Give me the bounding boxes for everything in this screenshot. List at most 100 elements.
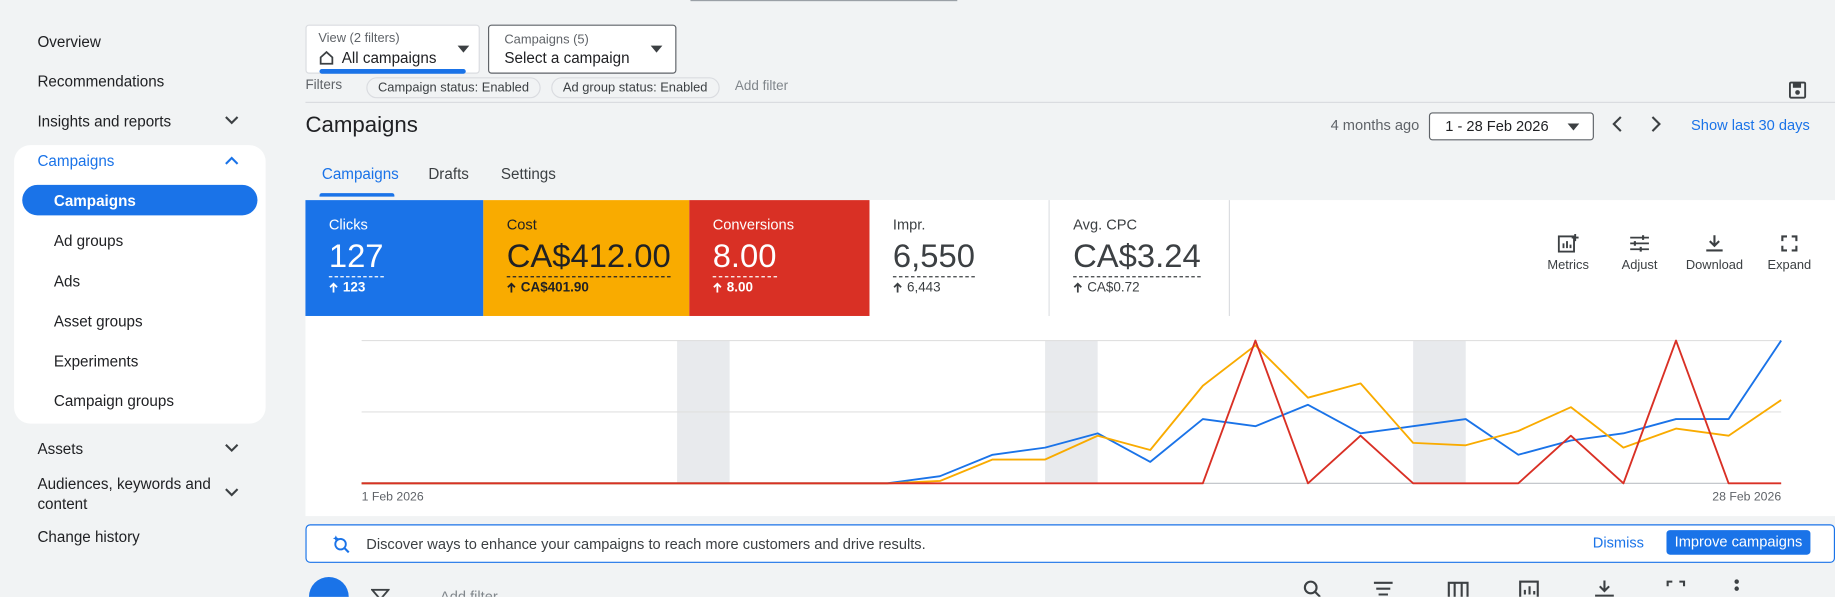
metric-change: 8.00 [713, 281, 753, 295]
metric-change: 123 [329, 281, 365, 295]
dropdown-label: View (2 filters) [318, 31, 400, 46]
chevron [225, 156, 239, 165]
add-button[interactable] [308, 576, 349, 597]
divider [305, 101, 1835, 103]
metric-value: 127 [328, 238, 384, 278]
nav-item[interactable]: Campaign groups [53, 392, 174, 410]
metric-label: Impr. [892, 216, 926, 233]
metric-card[interactable]: Clicks 127 123 [305, 200, 484, 316]
active-bar [319, 69, 466, 74]
up-arrow [329, 282, 338, 293]
change-value: CA$0.72 [1087, 280, 1140, 295]
banner-text: Discover ways to enhance your campaigns … [366, 535, 926, 553]
change-value: 8.00 [726, 280, 753, 295]
chevron [225, 443, 239, 453]
suggestion-banner: Discover ways to enhance your campaigns … [305, 524, 1835, 563]
metric-change: CA$401.90 [507, 281, 589, 295]
icon [1557, 234, 1579, 253]
table-tools [1303, 579, 1739, 597]
sparkle-search-icon [332, 535, 350, 554]
tab[interactable]: Drafts [428, 165, 469, 183]
chevron [225, 488, 239, 497]
nav-item[interactable]: Overview [37, 32, 101, 51]
chart-tool[interactable]: Adjust [1604, 234, 1674, 273]
scroll-indicator [690, 0, 958, 2]
date-picker[interactable]: 1 - 28 Feb 2026 [1428, 112, 1594, 141]
home-icon [319, 50, 334, 65]
tool-label: Expand [1767, 258, 1812, 273]
nav-item[interactable]: Experiments [53, 352, 139, 370]
tool-label: Download [1685, 258, 1744, 273]
x-tick-label: 1 Feb 2026 [362, 490, 424, 504]
date-range: 1 - 28 Feb 2026 [1445, 118, 1549, 135]
tool-label: Adjust [1621, 258, 1658, 273]
x-tick-label: 28 Feb 2026 [1712, 490, 1781, 504]
up-arrow [1073, 282, 1082, 293]
improve-button[interactable]: Improve campaigns [1666, 530, 1811, 555]
dropdown-value: All campaigns [341, 49, 437, 67]
dismiss-button[interactable]: Dismiss [1592, 534, 1644, 552]
nav-item[interactable]: Audiences, keywords and content [37, 475, 211, 513]
add-filter[interactable]: Add filter [440, 588, 498, 597]
metric-label: Avg. CPC [1073, 216, 1138, 233]
add-filter[interactable]: Add filter [734, 79, 789, 94]
chevron [225, 116, 239, 125]
next-button[interactable] [1648, 115, 1664, 134]
dropdown-arrow [1567, 123, 1580, 131]
metric-label: Clicks [328, 216, 368, 233]
chart-tool[interactable]: Expand [1754, 234, 1824, 273]
view-dropdown[interactable]: View (2 filters) All campaigns [305, 24, 480, 74]
save-icon[interactable] [1788, 81, 1807, 100]
campaign-dropdown[interactable]: Campaigns (5) Select a campaign [488, 24, 677, 74]
metric-value: CA$412.00 [506, 238, 671, 278]
chart-tool[interactable]: Metrics [1533, 234, 1603, 273]
metric-card[interactable]: Cost CA$412.00 CA$401.90 [483, 200, 690, 316]
change-value: CA$401.90 [520, 280, 589, 295]
metric-change: CA$0.72 [1073, 280, 1140, 295]
metric-value: 6,550 [892, 238, 975, 278]
nav-item[interactable]: Asset groups [53, 312, 143, 331]
chart-tool[interactable]: Download [1679, 234, 1749, 273]
tool-label: Metrics [1547, 258, 1589, 273]
nav-item[interactable]: Ad groups [53, 231, 124, 250]
dropdown-arrow [650, 45, 663, 53]
nav-item[interactable]: Assets [37, 440, 84, 458]
page-title: Campaigns [305, 113, 418, 139]
metric-value: 8.00 [712, 238, 777, 278]
metric-value: CA$3.24 [1073, 238, 1201, 278]
nav-item[interactable]: Campaigns [53, 191, 136, 210]
filter-icon[interactable] [370, 588, 390, 597]
nav-selected [22, 184, 258, 216]
series-line [361, 339, 1782, 485]
icon [1706, 235, 1723, 252]
dropdown-value: Select a campaign [504, 49, 630, 67]
tab[interactable]: Settings [500, 165, 556, 183]
nav-item[interactable]: Recommendations [37, 72, 165, 91]
up-arrow [713, 282, 722, 293]
metric-change: 6,443 [893, 281, 941, 295]
nav-item[interactable]: Ads [53, 272, 81, 291]
nav-item[interactable]: Campaigns [37, 152, 115, 170]
dropdown-label: Campaigns (5) [504, 32, 589, 47]
change-value: 6,443 [906, 280, 941, 295]
icon [1630, 235, 1649, 252]
dropdown-arrow [457, 45, 470, 53]
metric-card[interactable]: Conversions 8.00 8.00 [689, 200, 870, 316]
metric-label: Cost [506, 216, 537, 233]
filter-chip[interactable]: Ad group status: Enabled [551, 77, 720, 99]
prev-button[interactable] [1609, 115, 1625, 134]
filter-chip[interactable]: Campaign status: Enabled [366, 77, 541, 99]
up-arrow [893, 282, 902, 293]
filters-label: Filters [305, 78, 343, 93]
tab[interactable]: Campaigns [321, 165, 399, 183]
change-value: 123 [342, 280, 366, 295]
date-ago: 4 months ago [1330, 117, 1420, 134]
nav-item[interactable]: Insights and reports [37, 112, 172, 130]
metric-card[interactable]: Impr. 6,550 6,443 [869, 200, 1050, 316]
show-last-link[interactable]: Show last 30 days [1691, 117, 1810, 134]
icon [1781, 235, 1798, 252]
metric-card[interactable]: Avg. CPC CA$3.24 CA$0.72 [1049, 200, 1230, 316]
metric-label: Conversions [712, 216, 795, 233]
nav-item[interactable]: Change history [37, 527, 140, 546]
